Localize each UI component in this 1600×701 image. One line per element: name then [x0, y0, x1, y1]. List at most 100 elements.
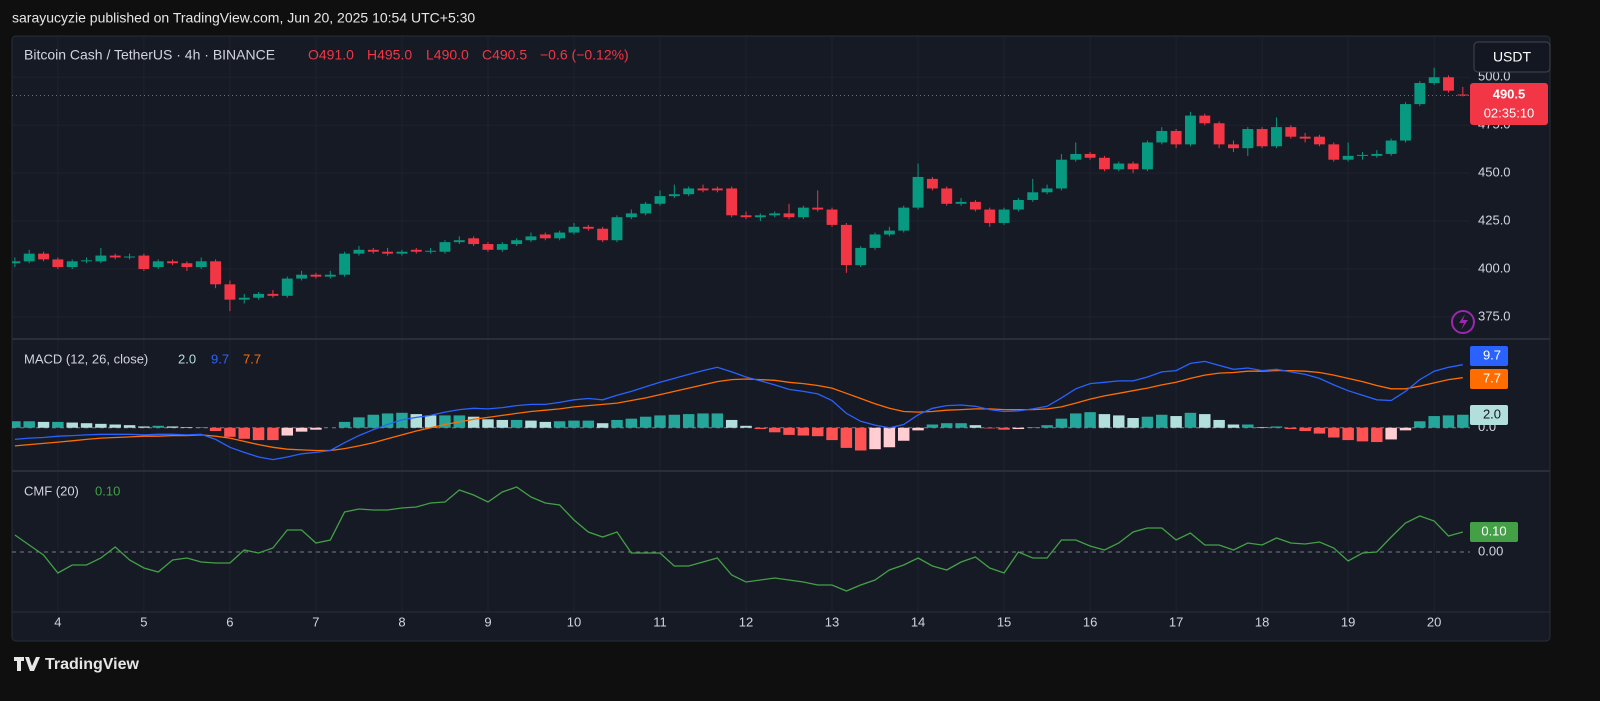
x-tick-label: 14: [911, 614, 925, 629]
candle-body: [1271, 127, 1282, 147]
candle-body: [1457, 94, 1469, 96]
x-tick-label: 17: [1169, 614, 1183, 629]
histogram-bar: [596, 423, 609, 428]
histogram-bar: [295, 427, 308, 432]
histogram-bar: [1328, 427, 1340, 438]
cmf-badge-value: 0.10: [1481, 523, 1506, 538]
candle-body: [181, 263, 193, 268]
histogram-bar: [1371, 427, 1383, 443]
candle-body: [425, 250, 437, 252]
candle-body: [1156, 130, 1168, 143]
candle-body: [1443, 77, 1454, 91]
button-label[interactable]: USDT: [1493, 49, 1532, 65]
candle-body: [496, 244, 508, 250]
x-tick-label: 20: [1427, 614, 1441, 629]
histogram-bar: [510, 419, 523, 428]
brand: TradingView: [45, 656, 140, 673]
histogram-bar: [338, 421, 351, 428]
histogram-bar: [1141, 416, 1154, 428]
histogram-bar: [410, 414, 423, 428]
candle-body: [898, 207, 910, 231]
alert-icon[interactable]: [1451, 310, 1475, 334]
histogram-bar: [1012, 427, 1025, 430]
candle-body: [1098, 157, 1110, 170]
histogram-bar: [1313, 427, 1326, 434]
histogram-bar: [1070, 413, 1082, 428]
candle-body: [511, 240, 523, 245]
histogram-bar: [1270, 426, 1283, 428]
candle-body: [453, 240, 465, 243]
candle-body: [783, 213, 795, 218]
histogram-bar: [123, 425, 136, 428]
candle-body: [66, 261, 78, 268]
y-tick-label: 450.0: [1478, 165, 1511, 180]
cmf-title: CMF (20): [24, 483, 79, 498]
candle-body: [769, 213, 781, 216]
candle-body: [396, 251, 408, 254]
candle-body: [1213, 123, 1225, 145]
histogram-bar: [181, 427, 193, 428]
candle-body: [52, 259, 64, 268]
candle-body: [568, 226, 580, 233]
histogram-bar: [740, 425, 752, 428]
histogram-bar: [367, 414, 380, 428]
histogram-bar: [496, 419, 509, 428]
symbol: Bitcoin Cash / TetherUS · 4h · BINANCE: [24, 47, 275, 63]
candle-body: [797, 207, 809, 218]
alert-bolt[interactable]: [1459, 314, 1468, 330]
candle-body: [1371, 153, 1383, 156]
candle-body: [1199, 115, 1211, 124]
histogram-bar: [1113, 415, 1125, 428]
histogram-bar: [840, 427, 853, 448]
y-tick-label: 425.0: [1478, 212, 1511, 227]
histogram-bar: [238, 427, 250, 439]
candle-body: [654, 196, 666, 204]
candle-body: [482, 244, 494, 250]
candle-body: [1285, 127, 1297, 137]
histogram-bar: [912, 427, 924, 431]
button-frame[interactable]: [1473, 41, 1551, 73]
histogram-bar: [568, 420, 580, 428]
currency-button[interactable]: USDT: [1473, 41, 1551, 73]
candle-body: [1314, 136, 1325, 145]
candle-body: [840, 224, 852, 266]
candle-body: [1256, 129, 1268, 147]
histogram-bar: [1342, 427, 1354, 441]
histogram-bar: [439, 415, 451, 428]
brand-logo: [14, 657, 40, 671]
histogram-bar: [955, 423, 967, 428]
candle-body: [1055, 159, 1067, 189]
histogram-bar: [152, 425, 164, 428]
price-badge-value: 490.5: [1493, 86, 1526, 101]
candle-body: [726, 188, 738, 216]
histogram-bar: [525, 420, 537, 428]
candle-body: [984, 209, 996, 223]
candle-body: [1127, 163, 1139, 170]
candle-body: [683, 188, 695, 195]
candle-body: [812, 207, 824, 210]
histogram-bar: [1055, 418, 1068, 428]
histogram-bar: [252, 427, 265, 441]
candle-body: [109, 255, 121, 258]
cmf-legend-value: 0.10: [95, 483, 120, 498]
histogram-bar: [1213, 419, 1225, 428]
histogram-bar: [1356, 427, 1369, 442]
candle-body: [167, 261, 179, 264]
histogram-bar: [138, 426, 150, 428]
histogram-bar: [1385, 427, 1397, 440]
histogram-bar: [926, 424, 939, 428]
histogram-bar: [639, 416, 652, 428]
candle-body: [625, 213, 637, 218]
histogram-bar: [539, 421, 552, 428]
candle-body: [1170, 130, 1182, 145]
histogram-bar: [1084, 412, 1096, 428]
x-tick-label: 7: [312, 614, 319, 629]
candle-body: [152, 261, 164, 268]
candle-body: [998, 209, 1010, 223]
cmf-badge: [1470, 522, 1518, 542]
candle-body: [1012, 199, 1024, 210]
x-tick-label: 12: [739, 614, 753, 629]
macd-badge-value: 9.7: [1483, 347, 1501, 362]
candle-body: [81, 260, 92, 262]
